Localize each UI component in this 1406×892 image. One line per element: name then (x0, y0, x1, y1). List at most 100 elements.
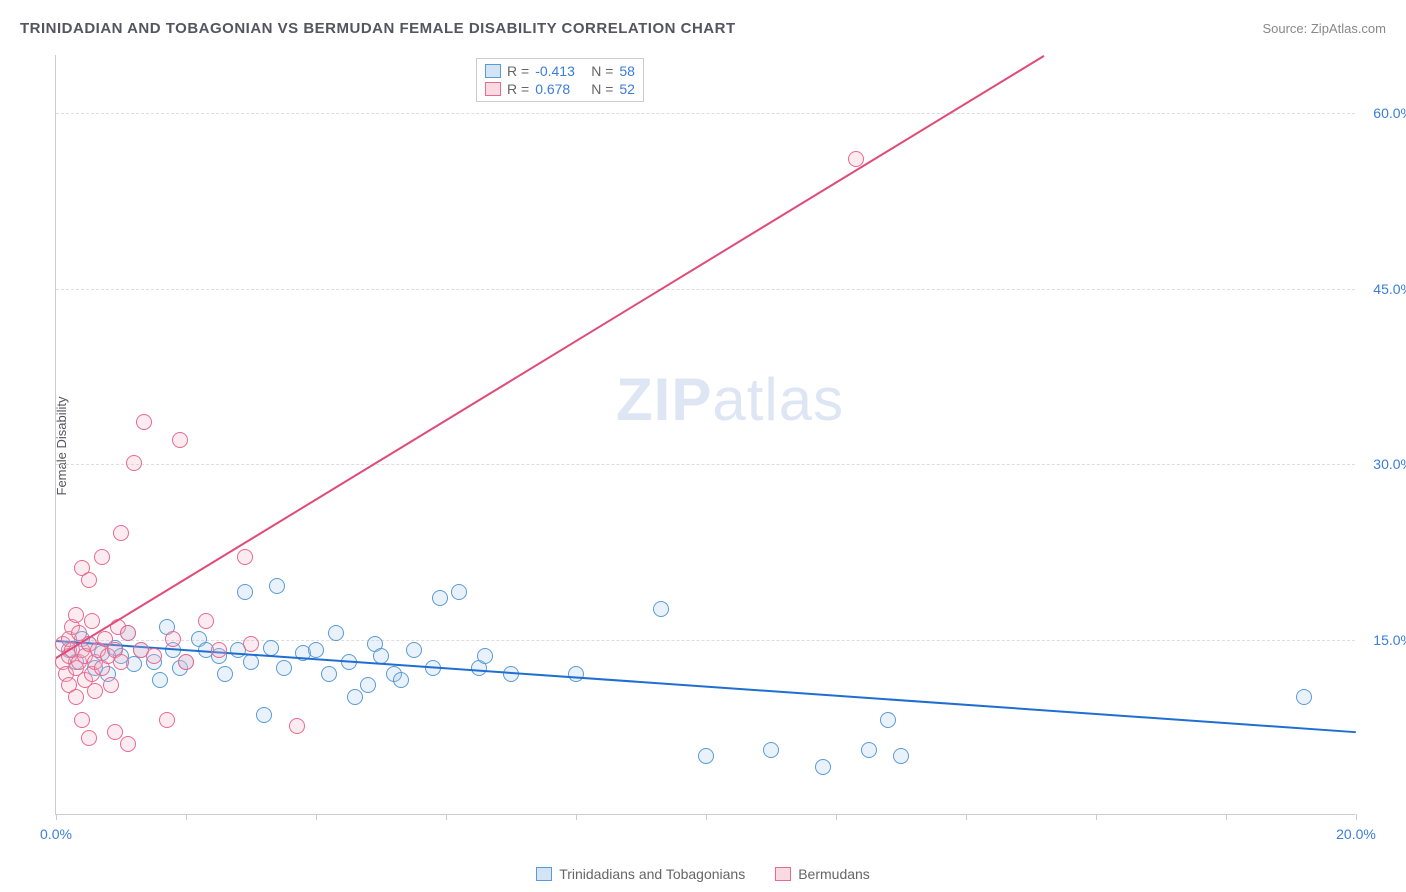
y-tick-label: 15.0% (1363, 632, 1406, 648)
n-value: 58 (619, 63, 635, 79)
trend-line (55, 55, 1044, 659)
scatter-point (120, 625, 136, 641)
scatter-point (198, 613, 214, 629)
trend-line (56, 640, 1356, 733)
r-value: 0.678 (535, 81, 585, 97)
y-tick-label: 60.0% (1363, 105, 1406, 121)
x-tick-label: 0.0% (40, 826, 72, 842)
gridline (56, 289, 1355, 290)
r-value: -0.413 (535, 63, 585, 79)
scatter-point (451, 584, 467, 600)
legend-label: Bermudans (798, 866, 870, 882)
legend-item-bermudans: Bermudans (775, 866, 870, 882)
legend-swatch-icon (485, 64, 501, 78)
chart-title: TRINIDADIAN AND TOBAGONIAN VS BERMUDAN F… (20, 20, 736, 37)
scatter-point (87, 683, 103, 699)
source-prefix: Source: (1262, 21, 1310, 36)
watermark-light: atlas (712, 366, 844, 433)
scatter-point (68, 689, 84, 705)
scatter-point (217, 666, 233, 682)
y-tick-label: 30.0% (1363, 456, 1406, 472)
scatter-point (321, 666, 337, 682)
scatter-point (763, 742, 779, 758)
legend-item-trinidadians: Trinidadians and Tobagonians (536, 866, 745, 882)
scatter-point (74, 712, 90, 728)
scatter-point (136, 414, 152, 430)
scatter-point (113, 654, 129, 670)
n-label: N = (591, 81, 613, 97)
scatter-point (276, 660, 292, 676)
scatter-point (1296, 689, 1312, 705)
scatter-point (84, 613, 100, 629)
gridline (56, 113, 1355, 114)
scatter-point (120, 736, 136, 752)
x-tick-mark (836, 814, 837, 820)
scatter-point (406, 642, 422, 658)
scatter-point (347, 689, 363, 705)
correlation-legend: R = -0.413 N = 58 R = 0.678 N = 52 (476, 58, 644, 102)
x-tick-mark (56, 814, 57, 820)
watermark: ZIPatlas (616, 365, 844, 434)
scatter-point (81, 730, 97, 746)
scatter-point (653, 601, 669, 617)
x-tick-mark (1226, 814, 1227, 820)
legend-swatch-icon (536, 867, 552, 881)
x-tick-mark (1356, 814, 1357, 820)
y-tick-label: 45.0% (1363, 281, 1406, 297)
scatter-point (269, 578, 285, 594)
legend-swatch-icon (485, 82, 501, 96)
scatter-point (68, 607, 84, 623)
scatter-point (289, 718, 305, 734)
legend-bottom: Trinidadians and Tobagonians Bermudans (0, 866, 1406, 882)
r-label: R = (507, 81, 529, 97)
scatter-point (243, 636, 259, 652)
scatter-point (126, 455, 142, 471)
scatter-point (237, 549, 253, 565)
scatter-point (308, 642, 324, 658)
scatter-point (432, 590, 448, 606)
scatter-point (477, 648, 493, 664)
scatter-point (159, 712, 175, 728)
n-value: 52 (619, 81, 635, 97)
watermark-bold: ZIP (616, 366, 712, 433)
x-tick-mark (1096, 814, 1097, 820)
n-label: N = (591, 63, 613, 79)
scatter-point (328, 625, 344, 641)
scatter-point (165, 631, 181, 647)
scatter-point (893, 748, 909, 764)
scatter-point (263, 640, 279, 656)
scatter-point (861, 742, 877, 758)
r-label: R = (507, 63, 529, 79)
scatter-point (360, 677, 376, 693)
scatter-point (243, 654, 259, 670)
scatter-point (211, 642, 227, 658)
scatter-point (172, 432, 188, 448)
legend-label: Trinidadians and Tobagonians (559, 866, 745, 882)
scatter-point (103, 677, 119, 693)
correlation-legend-row: R = -0.413 N = 58 (485, 62, 635, 80)
scatter-point (815, 759, 831, 775)
scatter-point (568, 666, 584, 682)
x-tick-mark (576, 814, 577, 820)
x-tick-mark (966, 814, 967, 820)
scatter-point (178, 654, 194, 670)
scatter-point (698, 748, 714, 764)
scatter-chart: ZIPatlas 15.0%30.0%45.0%60.0%0.0%20.0%R … (55, 55, 1355, 815)
x-tick-mark (186, 814, 187, 820)
correlation-legend-row: R = 0.678 N = 52 (485, 80, 635, 98)
scatter-point (393, 672, 409, 688)
scatter-point (146, 648, 162, 664)
scatter-point (152, 672, 168, 688)
scatter-point (880, 712, 896, 728)
source-link[interactable]: ZipAtlas.com (1311, 21, 1386, 36)
x-tick-mark (446, 814, 447, 820)
x-tick-label: 20.0% (1336, 826, 1376, 842)
scatter-point (107, 724, 123, 740)
scatter-point (94, 549, 110, 565)
gridline (56, 464, 1355, 465)
scatter-point (113, 525, 129, 541)
source-attribution: Source: ZipAtlas.com (1262, 21, 1386, 36)
x-tick-mark (706, 814, 707, 820)
scatter-point (237, 584, 253, 600)
scatter-point (81, 572, 97, 588)
